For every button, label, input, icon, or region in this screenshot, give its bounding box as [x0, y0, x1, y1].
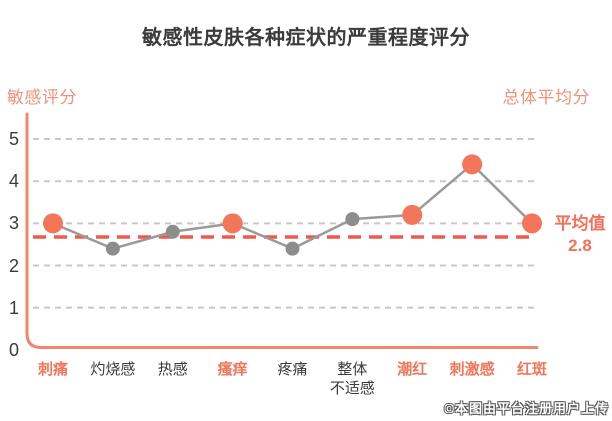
- x-label-2: 热感: [157, 361, 188, 378]
- axis-line: [25, 112, 539, 349]
- data-point-8: [522, 213, 542, 234]
- watermark-text: ©本图由平台注册用户上传: [444, 401, 609, 416]
- y-tick-0: 0: [8, 339, 19, 360]
- left-axis-header-label: 敏感评分: [7, 88, 77, 107]
- average-annotation: 平均值 2.8: [547, 213, 612, 257]
- average-annotation-label: 平均值: [554, 214, 606, 233]
- data-point-2: [165, 224, 180, 239]
- x-label-1: 灼烧感: [90, 361, 136, 378]
- y-tick-3: 3: [8, 213, 19, 234]
- data-point-3: [222, 213, 243, 234]
- x-label-5: 整体 不适感: [329, 361, 375, 397]
- x-label-4: 疼痛: [277, 361, 308, 378]
- data-point-5: [345, 212, 360, 227]
- y-tick-5: 5: [8, 129, 19, 150]
- x-label-8: 红斑: [516, 361, 547, 378]
- y-tick-1: 1: [8, 297, 19, 318]
- x-label-0: 刺痛: [37, 361, 68, 378]
- chart-title: 敏感性皮肤各种症状的严重程度评分: [142, 27, 470, 49]
- data-point-7: [462, 154, 483, 175]
- y-tick-4: 4: [8, 171, 19, 192]
- x-label-6: 潮红: [397, 361, 428, 378]
- data-point-6: [402, 204, 423, 225]
- data-point-1: [105, 241, 120, 256]
- y-tick-2: 2: [8, 255, 19, 276]
- data-point-0: [43, 213, 63, 234]
- data-point-4: [285, 241, 300, 256]
- x-label-7: 刺激感: [449, 361, 495, 378]
- average-annotation-value: 2.8: [568, 236, 592, 255]
- right-axis-header-label: 总体平均分: [502, 88, 590, 107]
- x-label-3: 瘙痒: [217, 361, 248, 378]
